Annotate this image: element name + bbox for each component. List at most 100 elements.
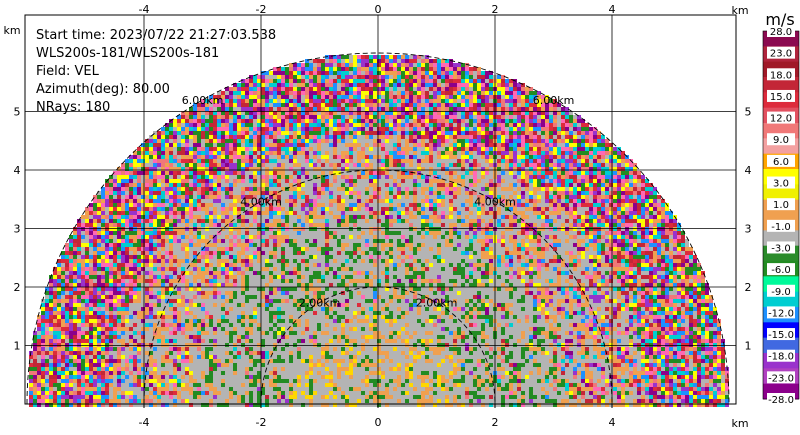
field-cell <box>361 195 365 199</box>
field-cell <box>89 207 93 211</box>
field-cell <box>325 115 329 119</box>
field-cell <box>257 123 261 127</box>
field-cell <box>133 163 137 167</box>
field-cell <box>489 191 493 195</box>
field-cell <box>477 159 481 163</box>
field-cell <box>573 163 577 167</box>
field-cell <box>473 83 477 87</box>
field-cell <box>289 187 293 191</box>
field-cell <box>305 147 309 151</box>
field-cell <box>261 179 265 183</box>
field-cell <box>113 211 117 215</box>
field-cell <box>329 119 333 123</box>
field-cell <box>333 123 337 127</box>
field-cell <box>129 191 133 195</box>
field-cell <box>549 99 553 103</box>
field-cell <box>497 187 501 191</box>
field-cell <box>173 167 177 171</box>
field-cell <box>341 95 345 99</box>
field-cell <box>285 103 289 107</box>
field-cell <box>217 187 221 191</box>
field-cell <box>349 159 353 163</box>
field-cell <box>257 203 261 207</box>
field-cell <box>525 167 529 171</box>
field-cell <box>477 139 481 143</box>
field-cell <box>401 59 405 63</box>
field-cell <box>341 99 345 103</box>
field-cell <box>597 175 601 179</box>
field-cell <box>581 223 585 227</box>
field-cell <box>573 227 577 231</box>
field-cell <box>417 71 421 75</box>
field-cell <box>601 159 605 163</box>
field-cell <box>437 199 441 203</box>
field-cell <box>385 143 389 147</box>
field-cell <box>77 227 81 231</box>
field-cell <box>397 219 401 223</box>
field-cell <box>401 111 405 115</box>
field-cell <box>237 135 241 139</box>
field-cell <box>289 155 293 159</box>
field-cell <box>269 171 273 175</box>
field-cell <box>281 111 285 115</box>
field-cell <box>309 79 313 83</box>
field-cell <box>653 211 657 215</box>
field-cell <box>237 95 241 99</box>
field-cell <box>497 75 501 79</box>
field-cell <box>313 71 317 75</box>
field-cell <box>381 71 385 75</box>
field-cell <box>437 59 441 63</box>
field-cell <box>561 167 565 171</box>
field-cell <box>549 147 553 151</box>
field-cell <box>545 163 549 167</box>
field-cell <box>345 155 349 159</box>
field-cell <box>421 75 425 79</box>
field-cell <box>349 163 353 167</box>
field-cell <box>401 135 405 139</box>
field-cell <box>509 207 513 211</box>
field-cell <box>385 151 389 155</box>
field-cell <box>545 211 549 215</box>
field-cell <box>373 83 377 87</box>
field-cell <box>373 175 377 179</box>
field-cell <box>565 203 569 207</box>
field-cell <box>353 191 357 195</box>
field-cell <box>121 167 125 171</box>
field-cell <box>389 55 393 59</box>
field-cell <box>249 187 253 191</box>
field-cell <box>389 195 393 199</box>
field-cell <box>293 163 297 167</box>
field-cell <box>317 67 321 71</box>
field-cell <box>505 215 509 219</box>
field-cell <box>213 231 217 235</box>
field-cell <box>261 203 265 207</box>
field-cell <box>333 187 337 191</box>
field-cell <box>553 139 557 143</box>
field-cell <box>425 63 429 67</box>
field-cell <box>513 143 517 147</box>
field-cell <box>273 207 277 211</box>
field-cell <box>601 219 605 223</box>
field-cell <box>277 175 281 179</box>
field-cell <box>165 167 169 171</box>
field-cell <box>173 171 177 175</box>
field-cell <box>241 191 245 195</box>
field-cell <box>517 91 521 95</box>
field-cell <box>465 63 469 67</box>
field-cell <box>613 155 617 159</box>
field-cell <box>365 199 369 203</box>
field-cell <box>169 167 173 171</box>
field-cell <box>625 215 629 219</box>
field-cell <box>469 167 473 171</box>
field-cell <box>153 131 157 135</box>
field-cell <box>329 115 333 119</box>
field-cell <box>377 79 381 83</box>
field-cell <box>369 203 373 207</box>
field-cell <box>445 99 449 103</box>
field-cell <box>129 183 133 187</box>
field-cell <box>237 155 241 159</box>
field-cell <box>229 115 233 119</box>
field-cell <box>577 163 581 167</box>
field-cell <box>161 187 165 191</box>
field-cell <box>461 63 465 67</box>
